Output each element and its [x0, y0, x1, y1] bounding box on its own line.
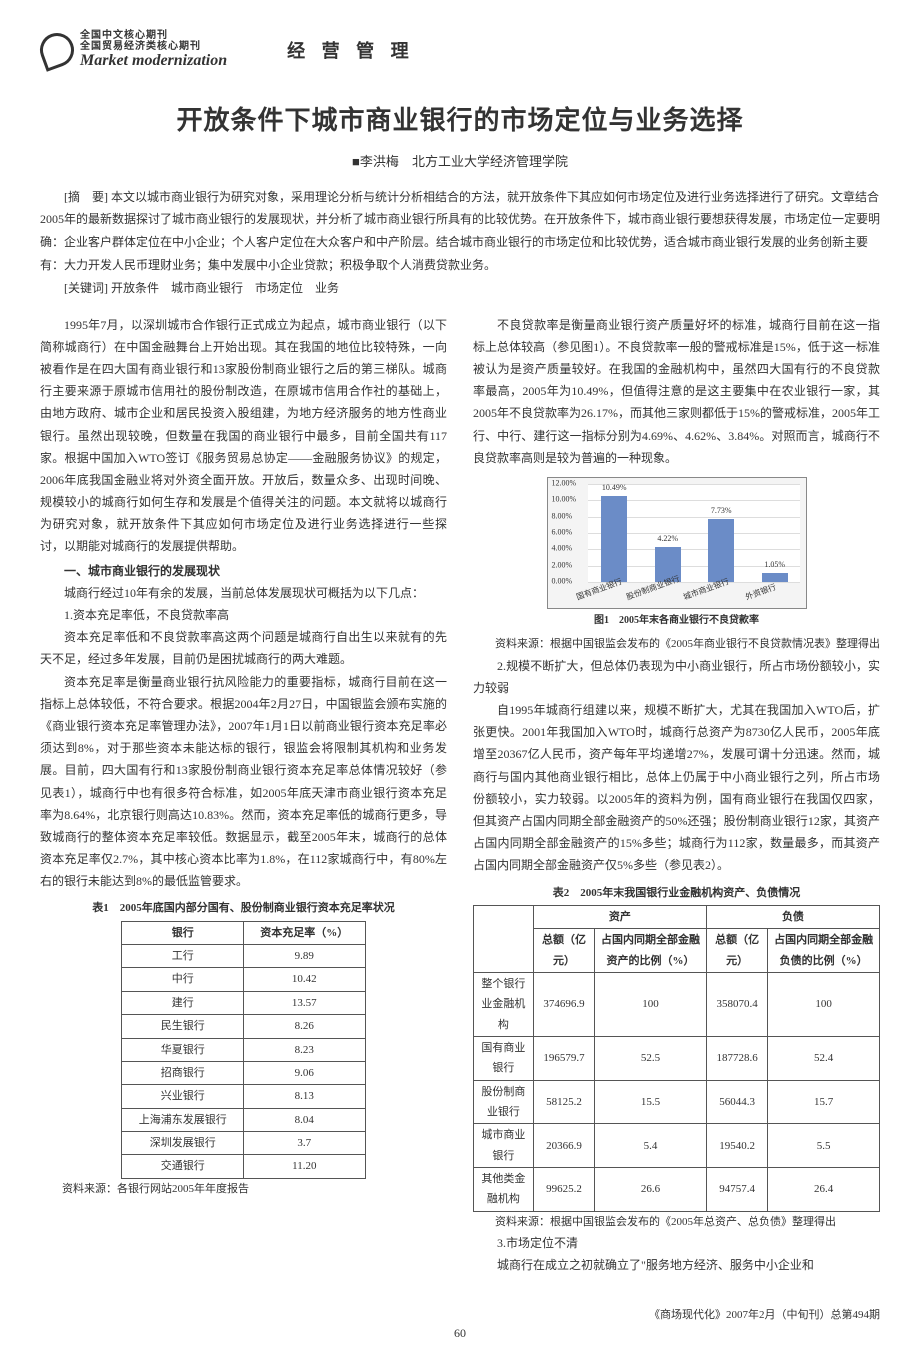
figure1-caption: 图1 2005年末各商业银行不良贷款率 — [547, 612, 807, 631]
swirl-icon — [35, 28, 79, 72]
page-footer: 《商场现代化》2007年2月（中旬刊）总第494期 60 — [40, 1306, 880, 1341]
table1: 银行资本充足率（%） 工行9.89 中行10.42 建行13.57 民生银行8.… — [121, 921, 365, 1179]
author-prefix: ■ — [352, 154, 360, 169]
table2: 资产 负债 总额（亿元） 占国内同期全部金融资产的比例（%） 总额（亿元） 占国… — [473, 905, 880, 1212]
para: 1995年7月，以深圳城市合作银行正式成立为起点，城市商业银行（以下简称城商行）… — [40, 314, 447, 558]
table2-source: 资料来源：根据中国银监会发布的《2005年总资产、总负债》整理得出 — [473, 1212, 880, 1232]
figure1: 0.00%2.00%4.00%6.00%8.00%10.00%12.00%10.… — [547, 477, 807, 631]
logo-cn-line1: 全国中文核心期刊 — [80, 30, 227, 41]
right-column: 不良贷款率是衡量商业银行资产质量好坏的标准，城商行目前在这一指标上总体较高（参见… — [473, 314, 880, 1277]
th: 银行 — [122, 921, 244, 944]
figure1-source: 资料来源：根据中国银监会发布的《2005年商业银行不良贷款情况表》整理得出 — [473, 634, 880, 654]
section-label: 经 营 管 理 — [287, 37, 415, 63]
body-columns: 1995年7月，以深圳城市合作银行正式成立为起点，城市商业银行（以下简称城商行）… — [40, 314, 880, 1277]
keywords-text: 开放条件 城市商业银行 市场定位 业务 — [111, 281, 339, 295]
journal-logo: 全国中文核心期刊 全国贸易经济类核心期刊 Market modernizatio… — [40, 30, 227, 70]
para: 城商行在成立之初就确立了"服务地方经济、服务中小企业和 — [473, 1254, 880, 1276]
subhead: 1.资本充足率低，不良贷款率高 — [40, 604, 447, 626]
table1-source: 资料来源：各银行网站2005年年度报告 — [40, 1179, 447, 1199]
left-column: 1995年7月，以深圳城市合作银行正式成立为起点，城市商业银行（以下简称城商行）… — [40, 314, 447, 1277]
abstract-text: 本文以城市商业银行为研究对象，采用理论分析与统计分析相结合的方法，就开放条件下其… — [40, 190, 880, 272]
issue-info: 《商场现代化》2007年2月（中旬刊）总第494期 — [649, 1306, 880, 1322]
table2-caption: 表2 2005年末我国银行业金融机构资产、负债情况 — [473, 883, 880, 903]
para: 城商行经过10年有余的发展，当前总体发展现状可概括为以下几点： — [40, 582, 447, 604]
abstract-label: [摘 要] — [64, 190, 108, 204]
abstract-block: [摘 要] 本文以城市商业银行为研究对象，采用理论分析与统计分析相结合的方法，就… — [40, 186, 880, 300]
para: 资本充足率是衡量商业银行抗风险能力的重要指标，城商行目前在这一指标上总体较低，不… — [40, 671, 447, 893]
para: 资本充足率低和不良贷款率高这两个问题是城商行自出生以来就有的先天不足，经过多年发… — [40, 626, 447, 670]
author-line: ■李洪梅 北方工业大学经济管理学院 — [40, 151, 880, 170]
subhead: 2.规模不断扩大，但总体仍表现为中小商业银行，所占市场份额较小，实力较弱 — [473, 655, 880, 699]
affiliation: 北方工业大学经济管理学院 — [412, 154, 568, 169]
logo-cn-line2: 全国贸易经济类核心期刊 — [80, 41, 227, 52]
keywords-label: [关键词] — [64, 281, 108, 295]
page-header: 全国中文核心期刊 全国贸易经济类核心期刊 Market modernizatio… — [40, 30, 880, 70]
para: 不良贷款率是衡量商业银行资产质量好坏的标准，城商行目前在这一指标上总体较高（参见… — [473, 314, 880, 469]
article-title: 开放条件下城市商业银行的市场定位与业务选择 — [40, 100, 880, 137]
th: 资本充足率（%） — [244, 921, 366, 944]
heading: 一、城市商业银行的发展现状 — [40, 560, 447, 582]
author-name: 李洪梅 — [360, 154, 399, 169]
table1-caption: 表1 2005年底国内部分国有、股份制商业银行资本充足率状况 — [40, 898, 447, 918]
page-number: 60 — [454, 1326, 466, 1341]
logo-en: Market modernization — [80, 52, 227, 70]
subhead: 3.市场定位不清 — [473, 1232, 880, 1254]
para: 自1995年城商行组建以来，规模不断扩大，尤其在我国加入WTO后，扩张更快。20… — [473, 699, 880, 877]
